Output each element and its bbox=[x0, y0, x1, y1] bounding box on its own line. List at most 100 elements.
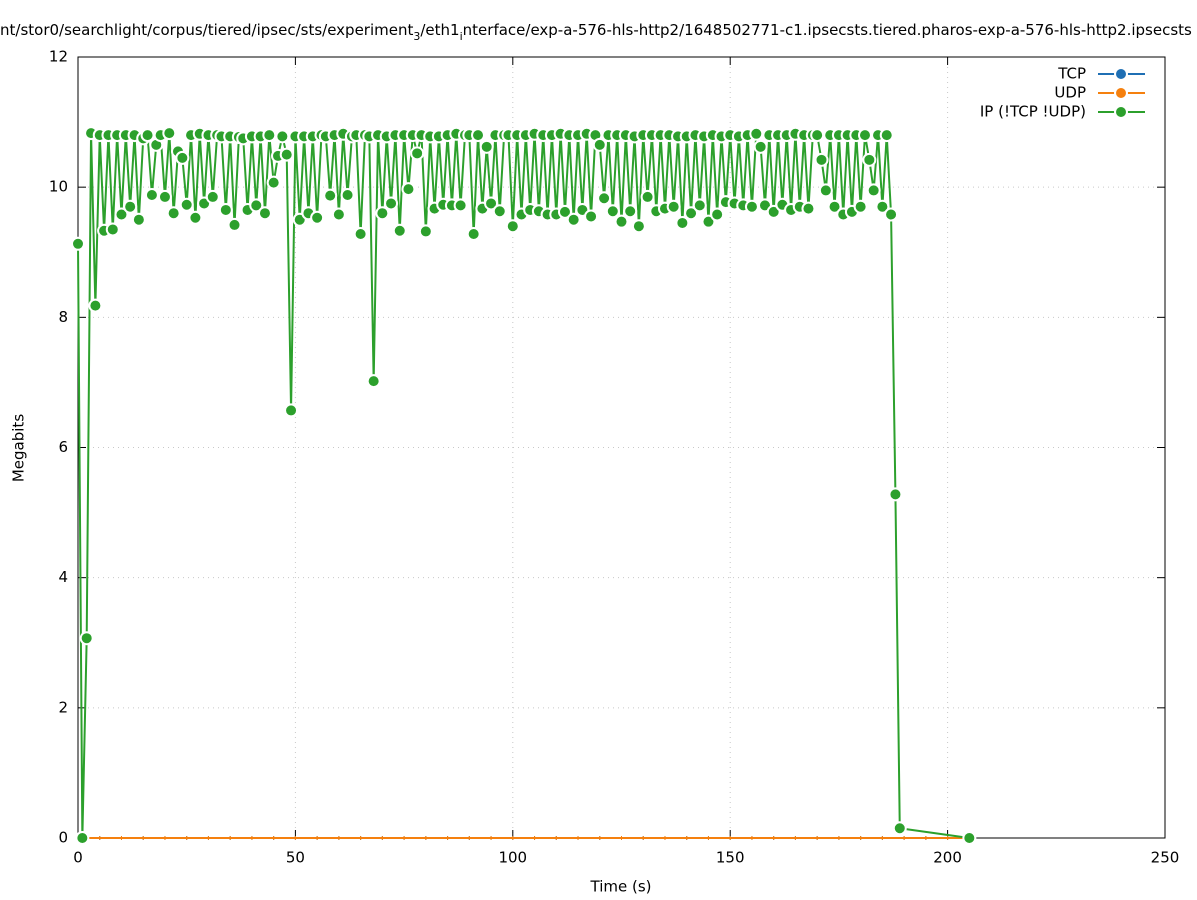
y-tick-label: 10 bbox=[49, 178, 68, 196]
point bbox=[597, 191, 612, 206]
y-tick-label: 2 bbox=[58, 698, 68, 716]
y-tick-label: 12 bbox=[49, 48, 68, 66]
point bbox=[605, 204, 620, 219]
point bbox=[401, 182, 416, 197]
point bbox=[175, 150, 190, 165]
point bbox=[275, 129, 290, 144]
point bbox=[884, 207, 899, 222]
title-part: 3 bbox=[413, 30, 420, 43]
point bbox=[879, 128, 894, 143]
point bbox=[279, 147, 294, 162]
y-tick-label: 4 bbox=[58, 568, 68, 586]
x-tick-label: 50 bbox=[286, 849, 305, 867]
point bbox=[592, 137, 607, 152]
title-part: nt/stor0/searchlight/corpus/tiered/ipsec… bbox=[0, 21, 413, 39]
point bbox=[631, 219, 646, 234]
point bbox=[853, 199, 868, 214]
point bbox=[827, 199, 842, 214]
point bbox=[323, 188, 338, 203]
point bbox=[466, 227, 481, 242]
point bbox=[144, 187, 159, 202]
x-tick-label: 100 bbox=[498, 849, 527, 867]
point bbox=[892, 821, 907, 836]
point bbox=[866, 183, 881, 198]
point bbox=[584, 209, 599, 224]
title-part: /eth1 bbox=[420, 21, 459, 39]
point bbox=[857, 128, 872, 143]
x-tick-label: 0 bbox=[73, 849, 83, 867]
point bbox=[675, 215, 690, 230]
point bbox=[484, 196, 499, 211]
point bbox=[623, 204, 638, 219]
point bbox=[801, 201, 816, 216]
y-tick-label: 8 bbox=[58, 308, 68, 326]
point bbox=[257, 206, 272, 221]
point bbox=[71, 236, 85, 251]
point bbox=[227, 217, 242, 232]
point bbox=[375, 206, 390, 221]
legend-label: UDP bbox=[1054, 84, 1086, 102]
point bbox=[384, 196, 399, 211]
point bbox=[157, 189, 172, 204]
point bbox=[666, 199, 681, 214]
point bbox=[749, 126, 764, 141]
point bbox=[640, 189, 655, 204]
point bbox=[123, 199, 138, 214]
point bbox=[471, 128, 486, 143]
point bbox=[105, 222, 120, 237]
point bbox=[114, 207, 129, 222]
point bbox=[701, 214, 716, 229]
point bbox=[692, 198, 707, 213]
point bbox=[205, 189, 220, 204]
point bbox=[614, 214, 629, 229]
point bbox=[814, 152, 829, 167]
legend-label: TCP bbox=[1057, 65, 1086, 83]
point bbox=[162, 126, 177, 141]
point bbox=[366, 374, 381, 389]
legend-marker bbox=[1114, 67, 1128, 81]
x-axis-label: Time (s) bbox=[590, 878, 652, 896]
point bbox=[410, 146, 425, 161]
point bbox=[492, 204, 507, 219]
point bbox=[262, 128, 277, 143]
point bbox=[557, 204, 572, 219]
point bbox=[962, 831, 977, 845]
y-axis-label: Megabits bbox=[10, 414, 28, 482]
plot-border bbox=[77, 56, 1166, 839]
point bbox=[75, 831, 90, 845]
point bbox=[188, 210, 203, 225]
series-line bbox=[77, 133, 970, 839]
point bbox=[810, 128, 825, 143]
point bbox=[310, 210, 325, 225]
legend-marker bbox=[1114, 105, 1128, 119]
y-tick-label: 0 bbox=[58, 829, 68, 847]
point bbox=[284, 403, 299, 418]
point bbox=[888, 487, 903, 502]
point bbox=[505, 219, 520, 234]
point bbox=[766, 204, 781, 219]
point bbox=[340, 187, 355, 202]
point bbox=[179, 197, 194, 212]
x-tick-label: 250 bbox=[1151, 849, 1180, 867]
point bbox=[453, 198, 468, 213]
point bbox=[862, 152, 877, 167]
title-part: nterface/exp-a-576-hls-http2/1648502771-… bbox=[463, 21, 1192, 39]
point bbox=[218, 202, 233, 217]
point bbox=[249, 198, 264, 213]
point bbox=[566, 212, 581, 227]
point bbox=[684, 206, 699, 221]
legend-marker bbox=[1114, 86, 1128, 100]
x-tick-label: 150 bbox=[716, 849, 745, 867]
point bbox=[710, 207, 725, 222]
point bbox=[479, 139, 494, 154]
point bbox=[131, 212, 146, 227]
legend-label: IP (!TCP !UDP) bbox=[980, 103, 1086, 121]
point bbox=[392, 223, 407, 238]
point bbox=[418, 224, 433, 239]
point bbox=[875, 199, 890, 214]
point bbox=[331, 207, 346, 222]
point bbox=[753, 139, 768, 154]
point bbox=[266, 175, 281, 190]
point bbox=[744, 199, 759, 214]
